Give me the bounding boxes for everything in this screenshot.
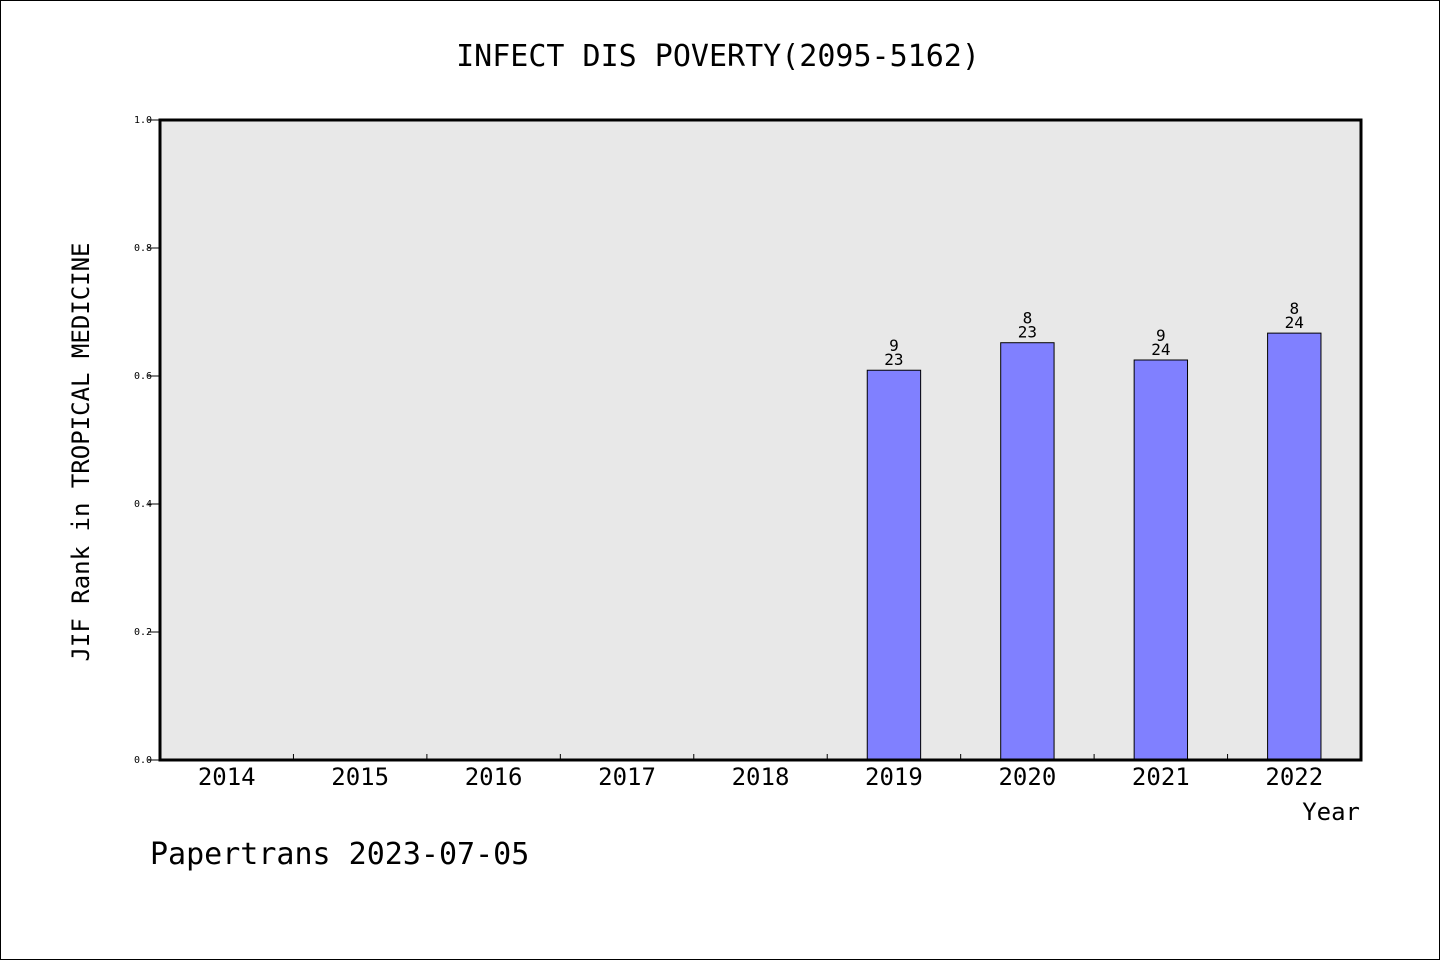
y-tick-label: 0.4 (134, 499, 152, 510)
footer-text: Papertrans 2023-07-05 (150, 837, 529, 872)
x-tick-label: 2018 (732, 763, 790, 791)
bar-total-label: 24 (1151, 340, 1170, 359)
bar-rank-label: 9 (1156, 326, 1166, 345)
x-tick-label: 2014 (198, 763, 256, 791)
y-axis-ticks: 0.0 0.2 0.4 0.6 0.8 1.0 (134, 115, 160, 766)
x-axis-ticks: 2014 2015 2016 2017 2018 2019 2020 2021 2022 (198, 754, 1323, 791)
chart-title: INFECT DIS POVERTY(2095-5162) (456, 39, 980, 74)
y-tick-label: 1.0 (134, 115, 152, 126)
bar-total-label: 24 (1285, 313, 1304, 332)
bar (1000, 342, 1055, 761)
x-tick-label: 2022 (1265, 763, 1323, 791)
x-tick-label: 2016 (465, 763, 523, 791)
x-tick-label: 2015 (331, 763, 389, 791)
bars-group (866, 332, 1322, 761)
y-tick-label: 0.8 (134, 243, 152, 254)
y-tick-label: 0.6 (134, 371, 152, 382)
y-tick-label: 0.2 (134, 627, 152, 638)
y-tick-label: 0.0 (134, 755, 152, 766)
bar-total-label: 23 (1018, 323, 1037, 342)
x-tick-label: 2020 (998, 763, 1056, 791)
bar (1133, 359, 1189, 761)
bar-rank-label: 8 (1289, 299, 1299, 318)
x-tick-label: 2017 (598, 763, 656, 791)
bar-rank-label: 9 (889, 336, 899, 355)
bar (1267, 332, 1322, 761)
plot-border (158, 118, 1363, 762)
x-tick-label: 2021 (1132, 763, 1190, 791)
x-axis-label: Year (1302, 798, 1360, 826)
y-axis-label: JIF Rank in TROPICAL MEDICINE (67, 242, 95, 661)
bar-rank-label: 8 (1023, 309, 1033, 328)
bar-total-label: 23 (884, 350, 903, 369)
bar (866, 369, 922, 761)
x-tick-label: 2019 (865, 763, 923, 791)
